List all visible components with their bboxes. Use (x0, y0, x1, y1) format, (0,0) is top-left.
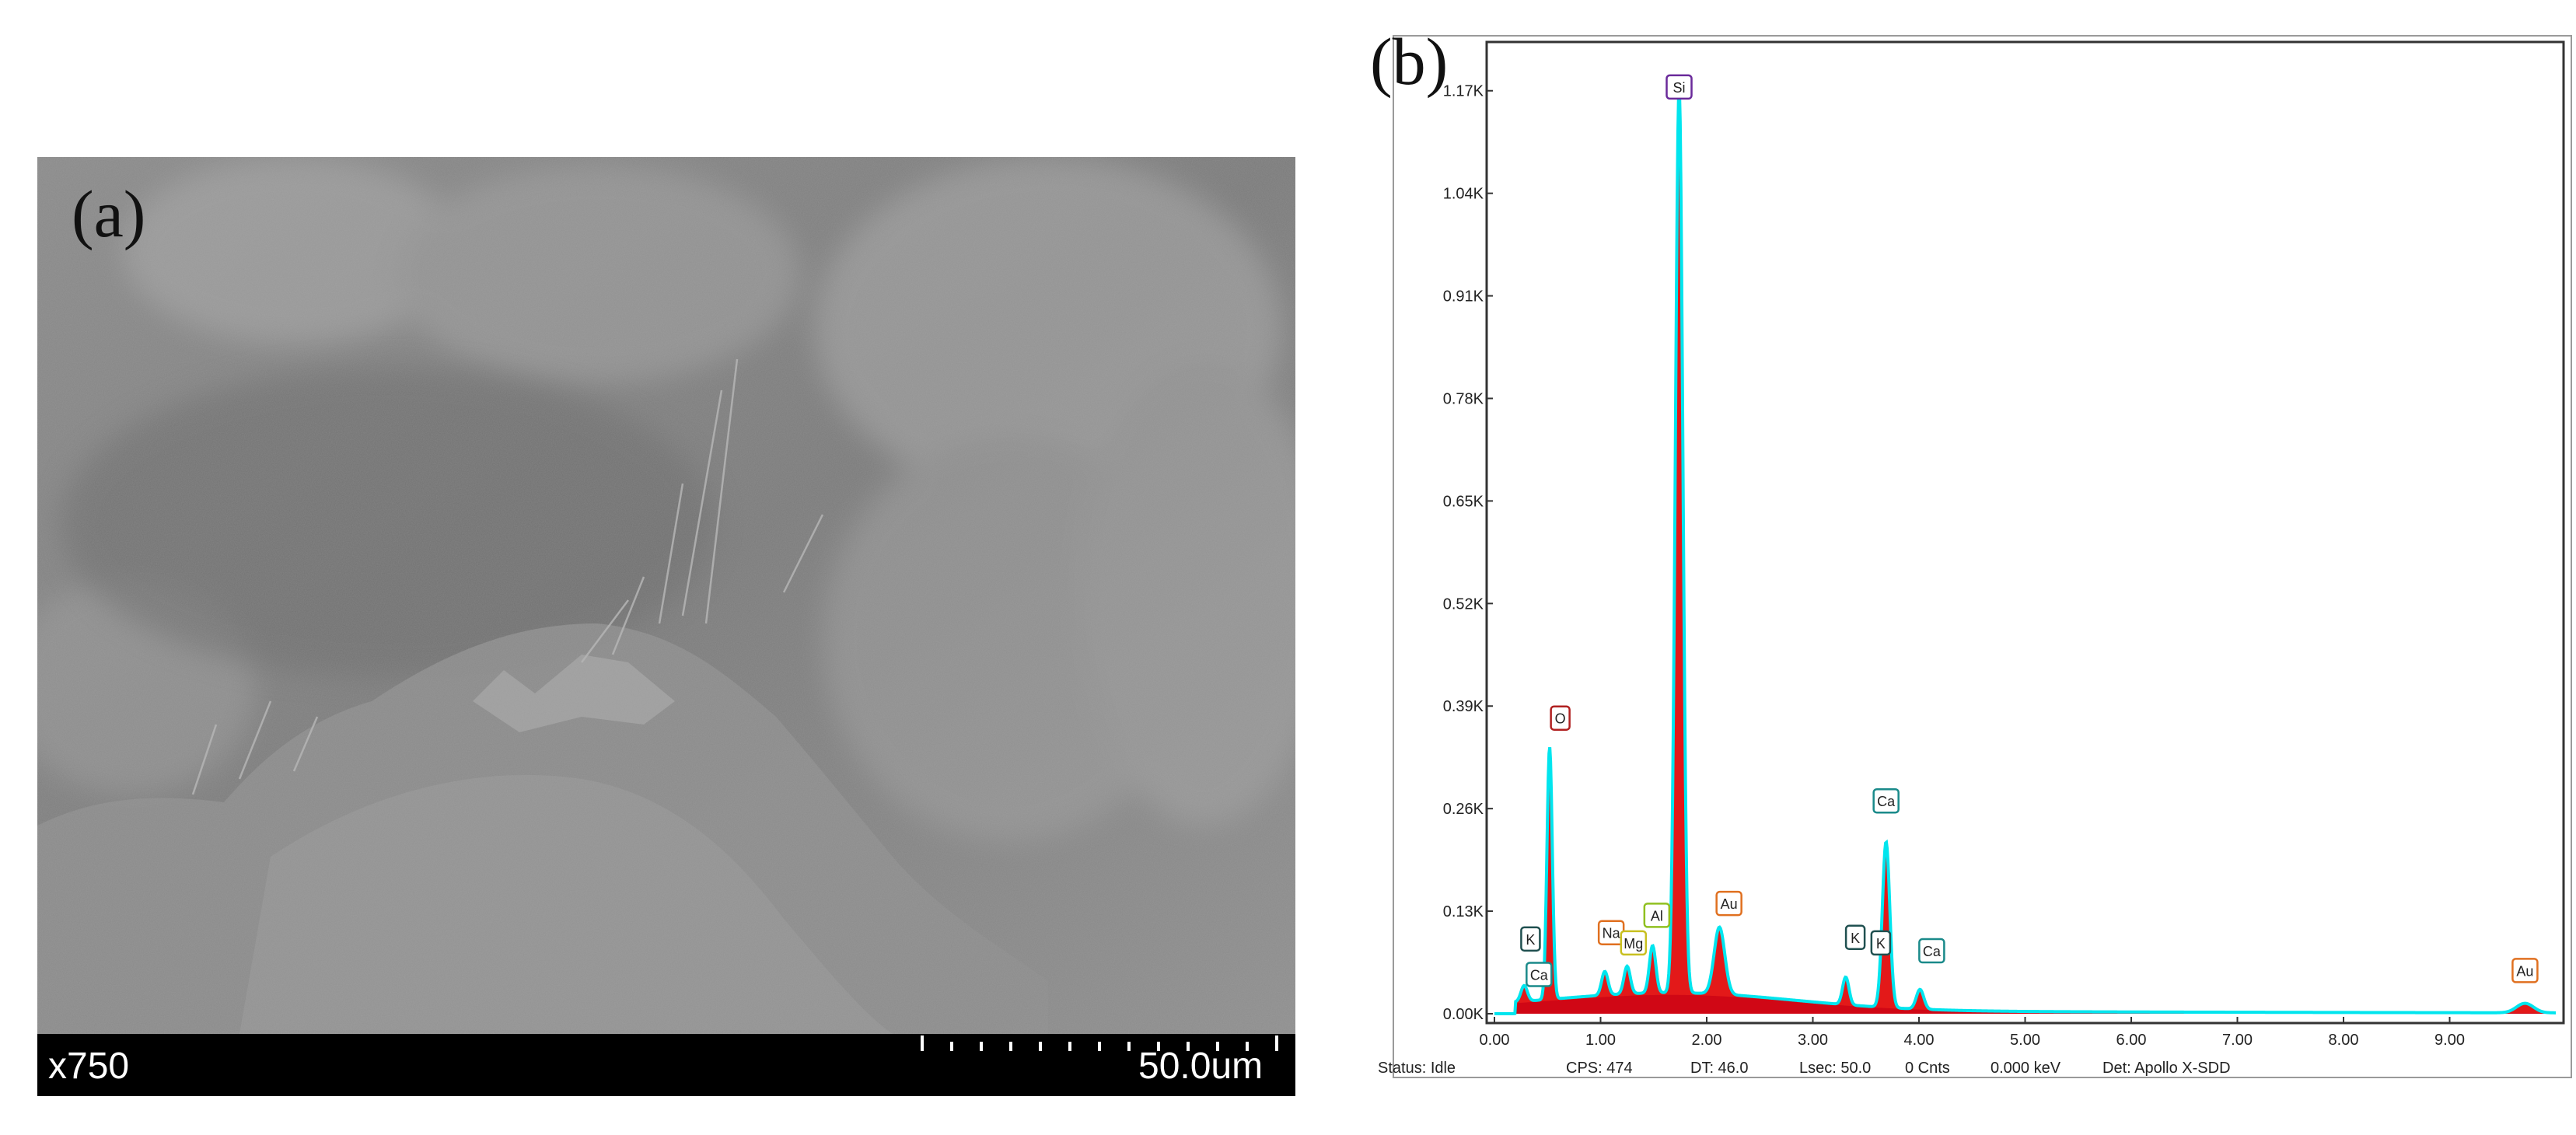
peak-annotation: Mg (1620, 930, 1648, 956)
scale-bar-label: 50.0um (1138, 1046, 1264, 1087)
peak-annotation-box (2511, 958, 2539, 983)
peak-annotation: Al (1643, 903, 1671, 928)
x-tick-label: 9.00 (2434, 1032, 2465, 1049)
peak-annotation-label: K (1526, 932, 1535, 948)
peak-annotation: Au (2511, 958, 2539, 983)
peak-annotation-label: O (1555, 711, 1566, 727)
y-tick-label: 0.00K (1443, 1006, 1484, 1023)
peak-annotation-label: Au (1721, 896, 1738, 912)
eds-plot-area (1485, 40, 2565, 1025)
y-tick-label: 0.13K (1443, 903, 1484, 920)
sem-micrograph-image (37, 157, 1295, 1034)
panel-b-label: (b) (1370, 24, 1449, 99)
peak-annotation-box (1520, 926, 1541, 952)
eds-spectrum-chart: 0.00K0.13K0.26K0.39K0.52K0.65K0.78K0.91K… (1393, 35, 2572, 1078)
y-tick-label: 0.26K (1443, 801, 1484, 818)
peak-annotation-label: Al (1651, 908, 1663, 924)
x-tick-label: 0.00 (1480, 1032, 1510, 1049)
sem-micrograph-panel: x750 50.0um (a) (37, 157, 1295, 1135)
eds-spectrum-line (1494, 88, 2556, 1015)
peak-annotation: K (1870, 930, 1892, 956)
eds-spectrum-panel: 0.00K 0.13K 0.26K 0.39K 0.52K 0.65K 0.78K 0.91K… (1370, 28, 2576, 1131)
sem-info-bar: x750 50.0um (37, 1034, 1295, 1096)
y-tick-label: 0.52K (1443, 595, 1484, 613)
peak-annotation: Ca (1918, 938, 1945, 964)
peak-annotation: Si (1665, 74, 1693, 100)
scale-bar-ticks (921, 1035, 1278, 1051)
x-tick-label: 4.00 (1904, 1032, 1935, 1049)
peak-annotation-label: Si (1673, 80, 1686, 96)
sem-magnification: x750 (48, 1046, 130, 1087)
peak-annotation-label: Na (1603, 926, 1621, 941)
peak-annotation: Au (1715, 890, 1742, 917)
y-tick-label: 0.39K (1443, 698, 1484, 715)
peak-annotation-label: Mg (1624, 936, 1643, 952)
cnts-readout: 0 Cnts (1905, 1060, 1950, 1077)
peak-annotation-box (1870, 930, 1892, 956)
x-tick-label: 2.00 (1692, 1032, 1722, 1049)
peak-annotation-box (1918, 938, 1945, 964)
peak-annotation-label: K (1876, 936, 1886, 952)
peak-annotation-box (1620, 930, 1648, 956)
x-tick-label: 7.00 (2222, 1032, 2253, 1049)
peak-annotation-label: K (1851, 931, 1860, 946)
peak-annotation: K (1844, 924, 1866, 951)
peak-annotation-box (1550, 705, 1571, 731)
peak-annotation-box (1665, 74, 1693, 100)
peak-annotation-box (1872, 788, 1900, 814)
peak-annotation-label: Au (2516, 963, 2533, 979)
x-tick-label: 6.00 (2116, 1032, 2147, 1049)
y-tick-label: 1.17K (1443, 83, 1484, 100)
y-tick-label: 0.91K (1443, 288, 1484, 306)
sem-texture (37, 157, 1295, 1034)
peak-annotation-box (1715, 890, 1742, 917)
peak-annotation-box (1844, 924, 1866, 951)
x-tick-label: 8.00 (2329, 1032, 2359, 1049)
y-tick-label: 0.78K (1443, 390, 1484, 407)
peak-annotation: Na (1597, 920, 1625, 945)
panel-a-label: (a) (72, 176, 146, 251)
lsec-readout: Lsec: 50.0 (1799, 1060, 1872, 1077)
peak-annotation: O (1550, 705, 1571, 731)
peak-annotation-label: Ca (1530, 967, 1549, 983)
peak-annotation: Ca (1526, 962, 1553, 987)
status-text: Status: Idle (1378, 1060, 1456, 1077)
peak-annotation-box (1526, 962, 1553, 987)
peak-annotation: Ca (1872, 788, 1900, 814)
peak-annotation-box (1643, 903, 1671, 928)
dt-readout: DT: 46.0 (1690, 1060, 1749, 1077)
peak-annotation: K (1520, 926, 1541, 952)
kev-readout: 0.000 keV (1991, 1060, 2061, 1077)
peak-annotation-label: Ca (1877, 794, 1896, 809)
y-tick-label: 0.65K (1443, 493, 1484, 510)
detector-readout: Det: Apollo X-SDD (2102, 1060, 2231, 1077)
x-tick-label: 3.00 (1798, 1032, 1828, 1049)
x-tick-label: 5.00 (2010, 1032, 2040, 1049)
x-tick-label: 1.00 (1585, 1032, 1616, 1049)
y-tick-label: 1.04K (1443, 186, 1484, 203)
peak-annotation-label: Ca (1923, 944, 1942, 959)
cps-readout: CPS: 474 (1566, 1060, 1633, 1077)
